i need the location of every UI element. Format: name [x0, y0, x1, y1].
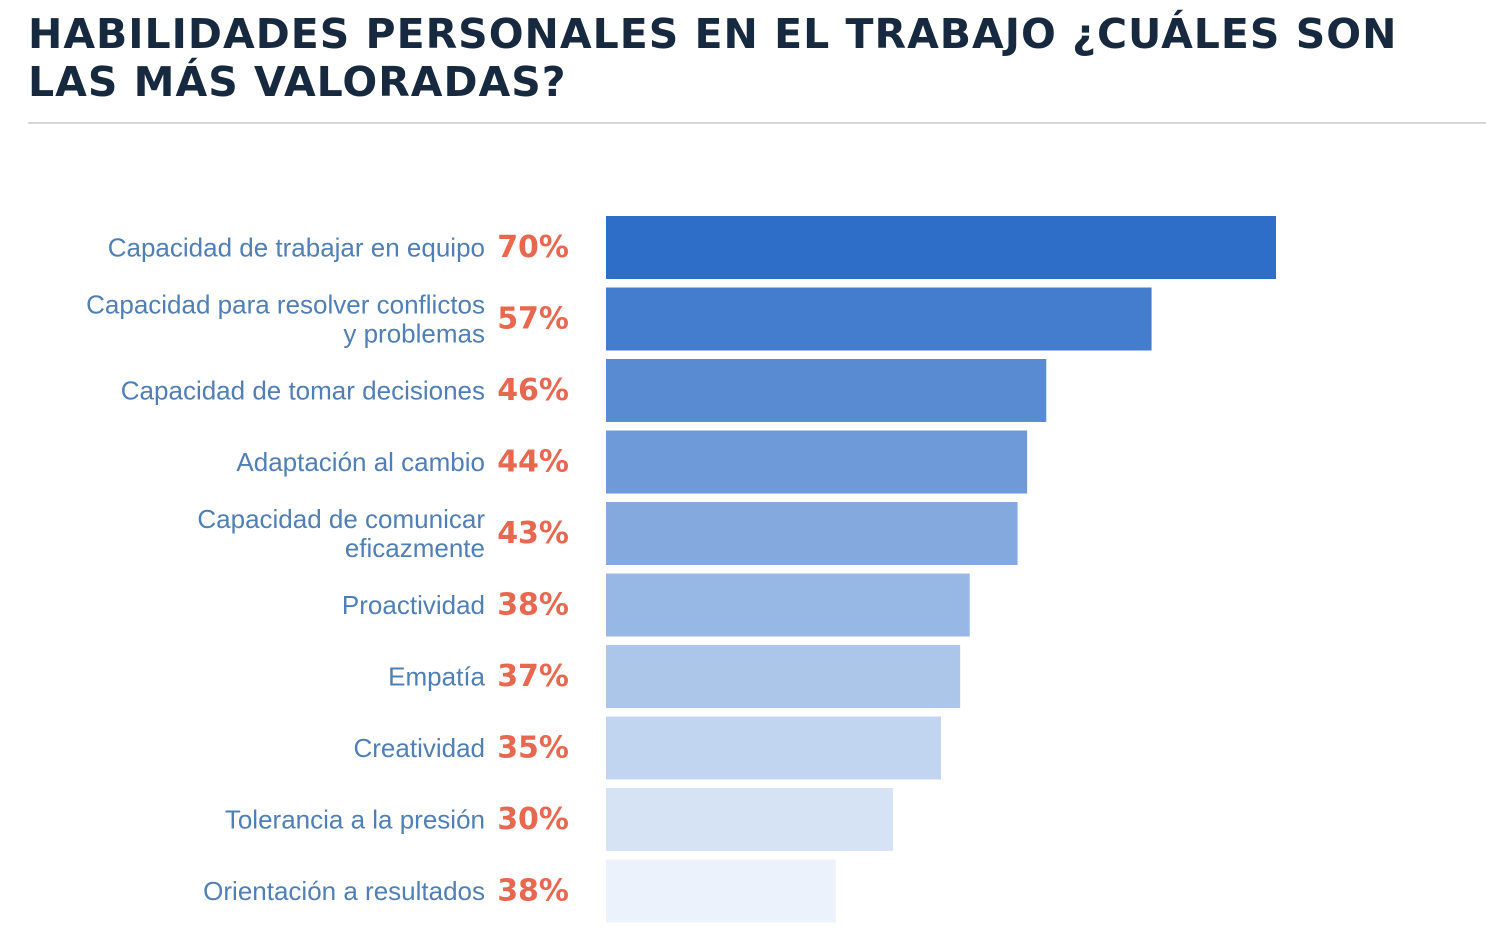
category-label-2-line-2: y problemas	[343, 319, 485, 349]
bar-2	[606, 287, 1152, 351]
bar-1	[606, 216, 1276, 279]
category-label-5-line-2: eficazmente	[345, 533, 485, 563]
value-label-7: 37%	[497, 659, 569, 694]
title-divider	[28, 122, 1486, 124]
value-label-4: 44%	[497, 445, 569, 480]
value-label-2: 57%	[497, 302, 569, 337]
category-label-10: Orientación a resultados	[203, 876, 485, 906]
bar-10	[606, 859, 836, 923]
bar-3	[606, 359, 1047, 422]
bar-6	[606, 573, 970, 637]
page-title: HABILIDADES PERSONALES EN EL TRABAJO ¿CU…	[28, 10, 1398, 106]
category-label-9: Tolerancia a la presión	[225, 805, 485, 835]
category-label-1: Capacidad de trabajar en equipo	[108, 233, 485, 263]
value-label-3: 46%	[497, 373, 569, 408]
category-label-6: Proactividad	[342, 590, 485, 620]
category-label-2-line-1: Capacidad para resolver conflictos	[86, 290, 485, 320]
bar-5	[606, 502, 1018, 565]
category-label-5-line-1: Capacidad de comunicar	[197, 504, 485, 534]
value-label-1: 70%	[497, 230, 569, 265]
value-label-9: 30%	[497, 802, 569, 837]
value-label-8: 35%	[497, 731, 569, 766]
category-label-4: Adaptación al cambio	[236, 447, 485, 477]
bar-9	[606, 788, 894, 851]
bar-7	[606, 645, 961, 708]
category-label-7: Empatía	[388, 662, 485, 692]
value-label-10: 38%	[497, 874, 569, 909]
value-label-6: 38%	[497, 588, 569, 623]
bar-8	[606, 716, 941, 780]
category-label-8: Creatividad	[353, 733, 485, 763]
category-label-3: Capacidad de tomar decisiones	[121, 376, 485, 406]
value-label-5: 43%	[497, 516, 569, 551]
bar-4	[606, 430, 1028, 494]
